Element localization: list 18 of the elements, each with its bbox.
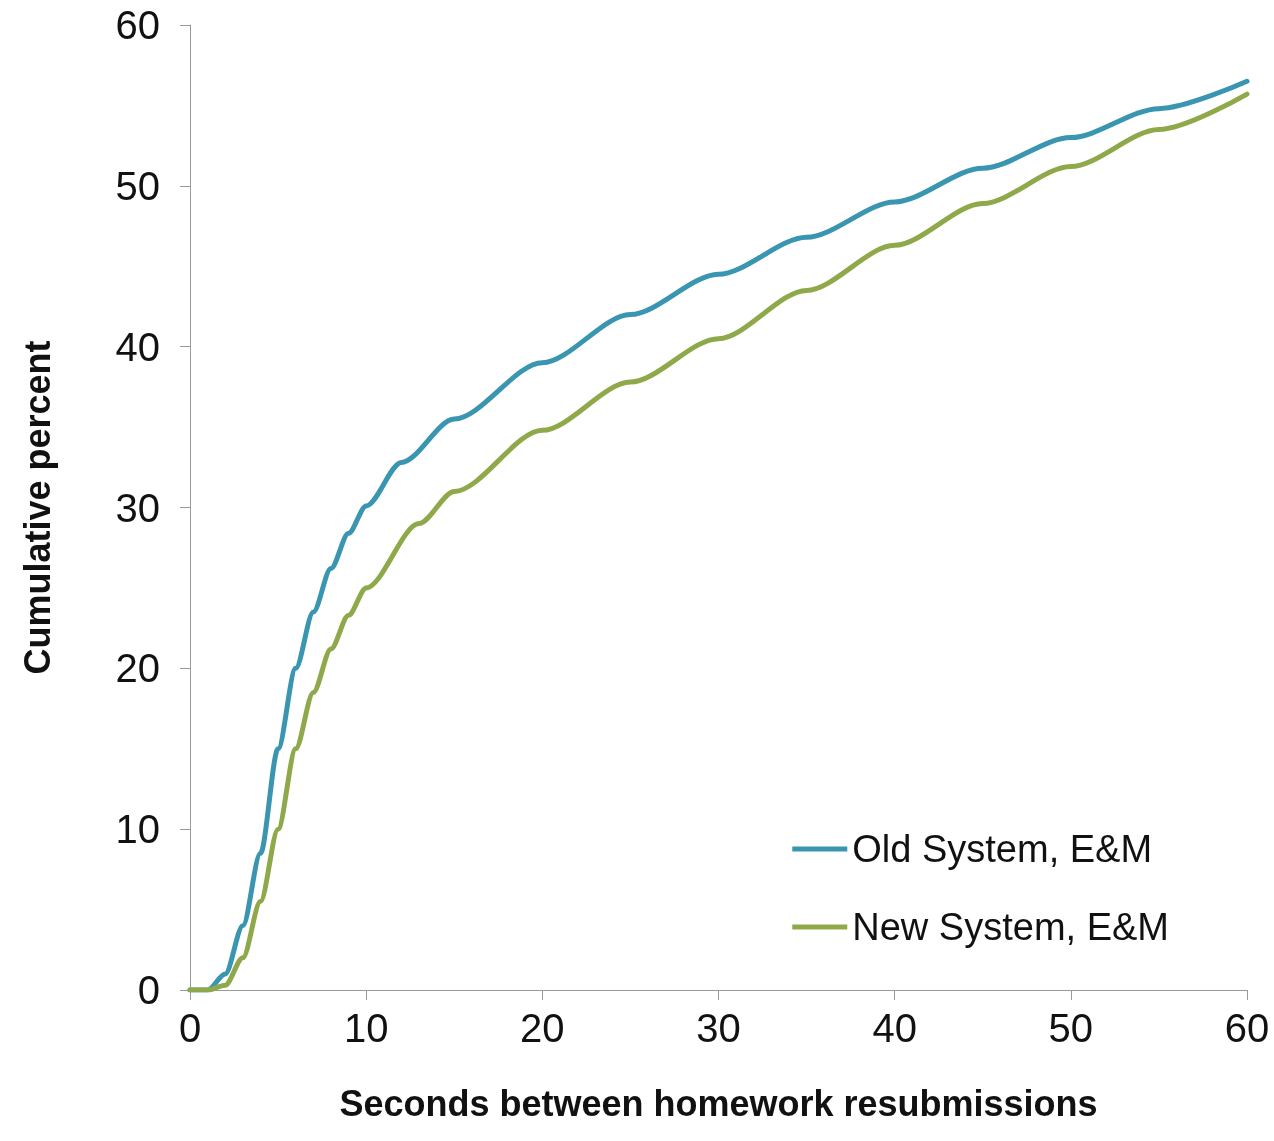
x-tick-label: 30 [696,1006,741,1050]
x-tick-label: 50 [1048,1006,1094,1050]
y-tick-label: 20 [115,646,160,691]
x-tick-label: 60 [1224,1006,1270,1050]
y-tick-label: 60 [115,3,160,47]
y-tick-label: 0 [137,968,160,1012]
y-tick-label: 30 [115,485,160,530]
y-tick-label: 10 [115,807,160,852]
x-tick-label: 40 [872,1006,917,1050]
y-tick-label: 50 [115,163,160,208]
x-tick-label: 20 [520,1006,565,1050]
legend-label: Old System, E&M [852,828,1153,870]
y-tick-label: 40 [115,324,160,369]
x-tick-label: 0 [178,1006,202,1050]
y-axis-title: Cumulative percent [16,340,58,675]
x-tick-label: 10 [343,1006,389,1050]
legend-label: New System, E&M [852,906,1170,948]
x-axis-title: Seconds between homework resubmissions [339,1082,1098,1124]
